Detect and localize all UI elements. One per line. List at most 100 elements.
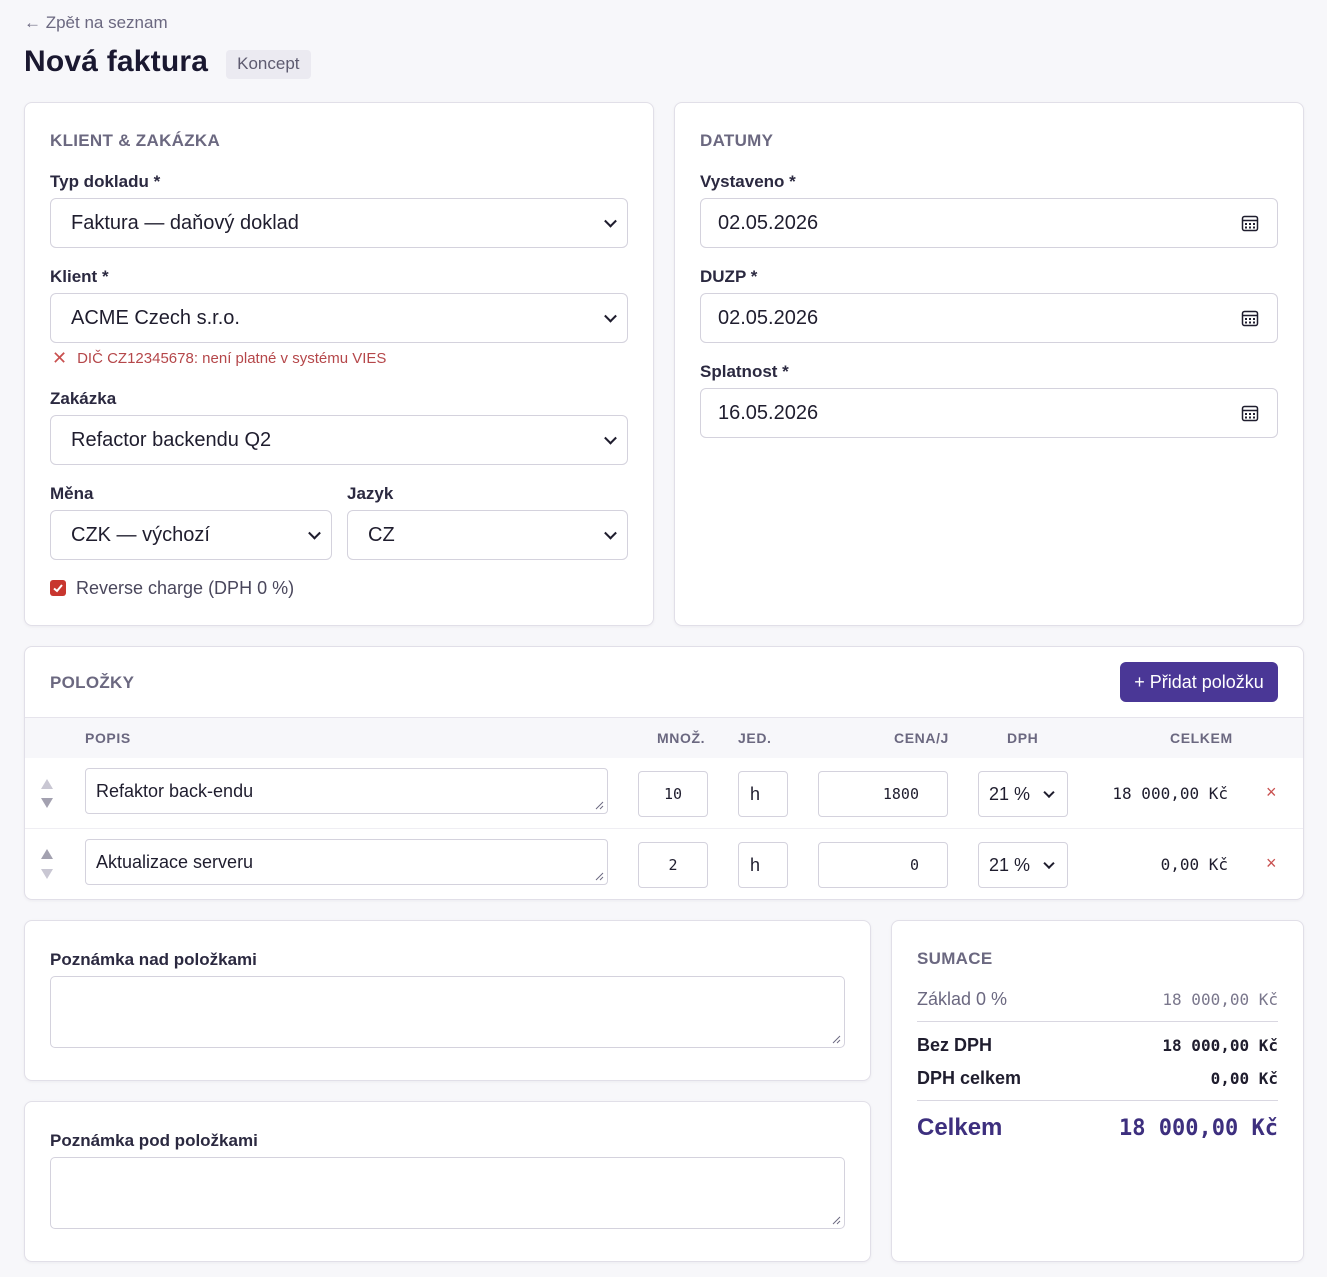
doc-type-value: Faktura — daňový doklad bbox=[71, 211, 299, 234]
summary-card bbox=[891, 920, 1304, 1262]
project-value: Refactor backendu Q2 bbox=[71, 428, 272, 451]
summary-divider bbox=[917, 1100, 1278, 1101]
resize-grip-icon[interactable] bbox=[595, 872, 604, 881]
resize-grip-icon[interactable] bbox=[595, 801, 604, 810]
summary-base-row: Základ 0 % 18 000,00 Kč bbox=[917, 989, 1278, 1010]
calendar-icon[interactable] bbox=[1241, 404, 1259, 422]
chevron-down-icon bbox=[604, 309, 617, 323]
dates-section-title: DATUMY bbox=[700, 131, 774, 150]
item-unit-input[interactable]: h bbox=[738, 771, 788, 817]
item-total: 18 000,00 Kč bbox=[1112, 784, 1228, 803]
summary-vat-value: 0,00 Kč bbox=[1210, 1069, 1278, 1088]
note-below-label: Poznámka pod položkami bbox=[50, 1131, 258, 1150]
col-description: POPIS bbox=[85, 730, 131, 746]
item-price-input[interactable]: 1800 bbox=[818, 771, 948, 817]
client-label: Klient * bbox=[50, 267, 109, 286]
title-row: Nová faktura Koncept bbox=[24, 44, 311, 79]
chevron-down-icon bbox=[1043, 786, 1055, 799]
row-divider bbox=[25, 828, 1303, 829]
item-quantity-input[interactable]: 2 bbox=[638, 842, 708, 888]
note-above-label: Poznámka nad položkami bbox=[50, 950, 257, 969]
resize-grip-icon[interactable] bbox=[832, 1216, 841, 1225]
table-divider bbox=[25, 717, 1303, 718]
remove-item-icon[interactable]: × bbox=[1266, 853, 1277, 873]
move-down-icon[interactable] bbox=[41, 869, 53, 879]
currency-select[interactable]: CZK — výchozí bbox=[50, 510, 332, 560]
reverse-charge-label[interactable]: Reverse charge (DPH 0 %) bbox=[76, 578, 295, 598]
chevron-down-icon bbox=[604, 526, 617, 540]
item-description-value: Aktualizace serveru bbox=[96, 852, 254, 872]
col-total: CELKEM bbox=[1170, 730, 1233, 746]
client-error-text: DIČ CZ12345678: není platné v systému VI… bbox=[77, 350, 387, 367]
due-date-input[interactable]: 16.05.2026 bbox=[700, 388, 1278, 438]
item-description-value: Refaktor back-endu bbox=[96, 781, 254, 801]
summary-divider bbox=[917, 1021, 1278, 1022]
client-select[interactable]: ACME Czech s.r.o. bbox=[50, 293, 628, 343]
item-unit-input[interactable]: h bbox=[738, 842, 788, 888]
summary-title: SUMACE bbox=[917, 949, 993, 968]
reverse-charge-checkbox[interactable] bbox=[50, 580, 66, 596]
resize-grip-icon[interactable] bbox=[832, 1035, 841, 1044]
currency-value: CZK — výchozí bbox=[71, 523, 210, 546]
note-above-textarea[interactable] bbox=[50, 976, 845, 1048]
table-header bbox=[25, 718, 1303, 758]
issued-date-input[interactable]: 02.05.2026 bbox=[700, 198, 1278, 248]
add-item-button[interactable]: + Přidat položku bbox=[1120, 662, 1278, 702]
client-error: ✕ DIČ CZ12345678: není platné v systému … bbox=[50, 348, 386, 369]
summary-net-value: 18 000,00 Kč bbox=[1162, 1036, 1278, 1055]
client-section-title: KLIENT & ZAKÁZKA bbox=[50, 131, 221, 150]
col-unit-price: CENA/J bbox=[894, 730, 949, 746]
language-select[interactable]: CZ bbox=[347, 510, 628, 560]
col-unit: JED. bbox=[738, 730, 772, 746]
item-total: 0,00 Kč bbox=[1160, 855, 1228, 874]
duzp-date-input[interactable]: 02.05.2026 bbox=[700, 293, 1278, 343]
currency-label: Měna bbox=[50, 484, 94, 503]
col-vat: DPH bbox=[1007, 730, 1039, 746]
error-x-icon: ✕ bbox=[52, 348, 68, 368]
calendar-icon[interactable] bbox=[1241, 214, 1259, 232]
dates-card bbox=[674, 102, 1304, 626]
item-quantity-input[interactable]: 10 bbox=[638, 771, 708, 817]
due-date-value: 16.05.2026 bbox=[718, 401, 819, 424]
item-vat-select[interactable]: 21 % bbox=[978, 842, 1068, 888]
item-description-input[interactable]: Refaktor back-endu bbox=[85, 768, 608, 814]
remove-item-icon[interactable]: × bbox=[1266, 782, 1277, 802]
project-label: Zakázka bbox=[50, 389, 117, 408]
doc-type-label: Typ dokladu * bbox=[50, 172, 161, 191]
issued-date-value: 02.05.2026 bbox=[718, 211, 819, 234]
project-select[interactable]: Refactor backendu Q2 bbox=[50, 415, 628, 465]
summary-vat-row: DPH celkem 0,00 Kč bbox=[917, 1068, 1278, 1089]
summary-base-value: 18 000,00 Kč bbox=[1162, 990, 1278, 1009]
move-down-icon[interactable] bbox=[41, 798, 53, 808]
client-value: ACME Czech s.r.o. bbox=[71, 306, 240, 329]
summary-net-label: Bez DPH bbox=[917, 1035, 993, 1055]
issued-label: Vystaveno * bbox=[700, 172, 796, 191]
summary-net-row: Bez DPH 18 000,00 Kč bbox=[917, 1035, 1278, 1056]
summary-total-row: Celkem 18 000,00 Kč bbox=[917, 1114, 1278, 1142]
language-value: CZ bbox=[368, 523, 395, 546]
calendar-icon[interactable] bbox=[1241, 309, 1259, 327]
col-quantity: MNOŽ. bbox=[657, 730, 706, 746]
summary-vat-label: DPH celkem bbox=[917, 1068, 1022, 1088]
status-badge: Koncept bbox=[226, 50, 311, 79]
back-link[interactable]: ← Zpět na seznam bbox=[24, 13, 168, 32]
duzp-label: DUZP * bbox=[700, 267, 758, 286]
note-below-textarea[interactable] bbox=[50, 1157, 845, 1229]
duzp-date-value: 02.05.2026 bbox=[718, 306, 819, 329]
item-price-input[interactable]: 0 bbox=[818, 842, 948, 888]
move-up-icon[interactable] bbox=[41, 779, 53, 789]
chevron-down-icon bbox=[604, 214, 617, 228]
chevron-down-icon bbox=[308, 526, 321, 540]
move-up-icon[interactable] bbox=[41, 849, 53, 859]
item-vat-select[interactable]: 21 % bbox=[978, 771, 1068, 817]
doc-type-select[interactable]: Faktura — daňový doklad bbox=[50, 198, 628, 248]
summary-total-value: 18 000,00 Kč bbox=[1119, 1116, 1278, 1141]
language-label: Jazyk bbox=[347, 484, 394, 503]
chevron-down-icon bbox=[1043, 857, 1055, 870]
page-title: Nová faktura bbox=[24, 44, 209, 78]
item-description-input[interactable]: Aktualizace serveru bbox=[85, 839, 608, 885]
summary-total-label: Celkem bbox=[917, 1114, 1003, 1141]
chevron-down-icon bbox=[604, 431, 617, 445]
item-vat-value: 21 % bbox=[989, 783, 1031, 804]
items-section-title: POLOŽKY bbox=[50, 673, 135, 692]
